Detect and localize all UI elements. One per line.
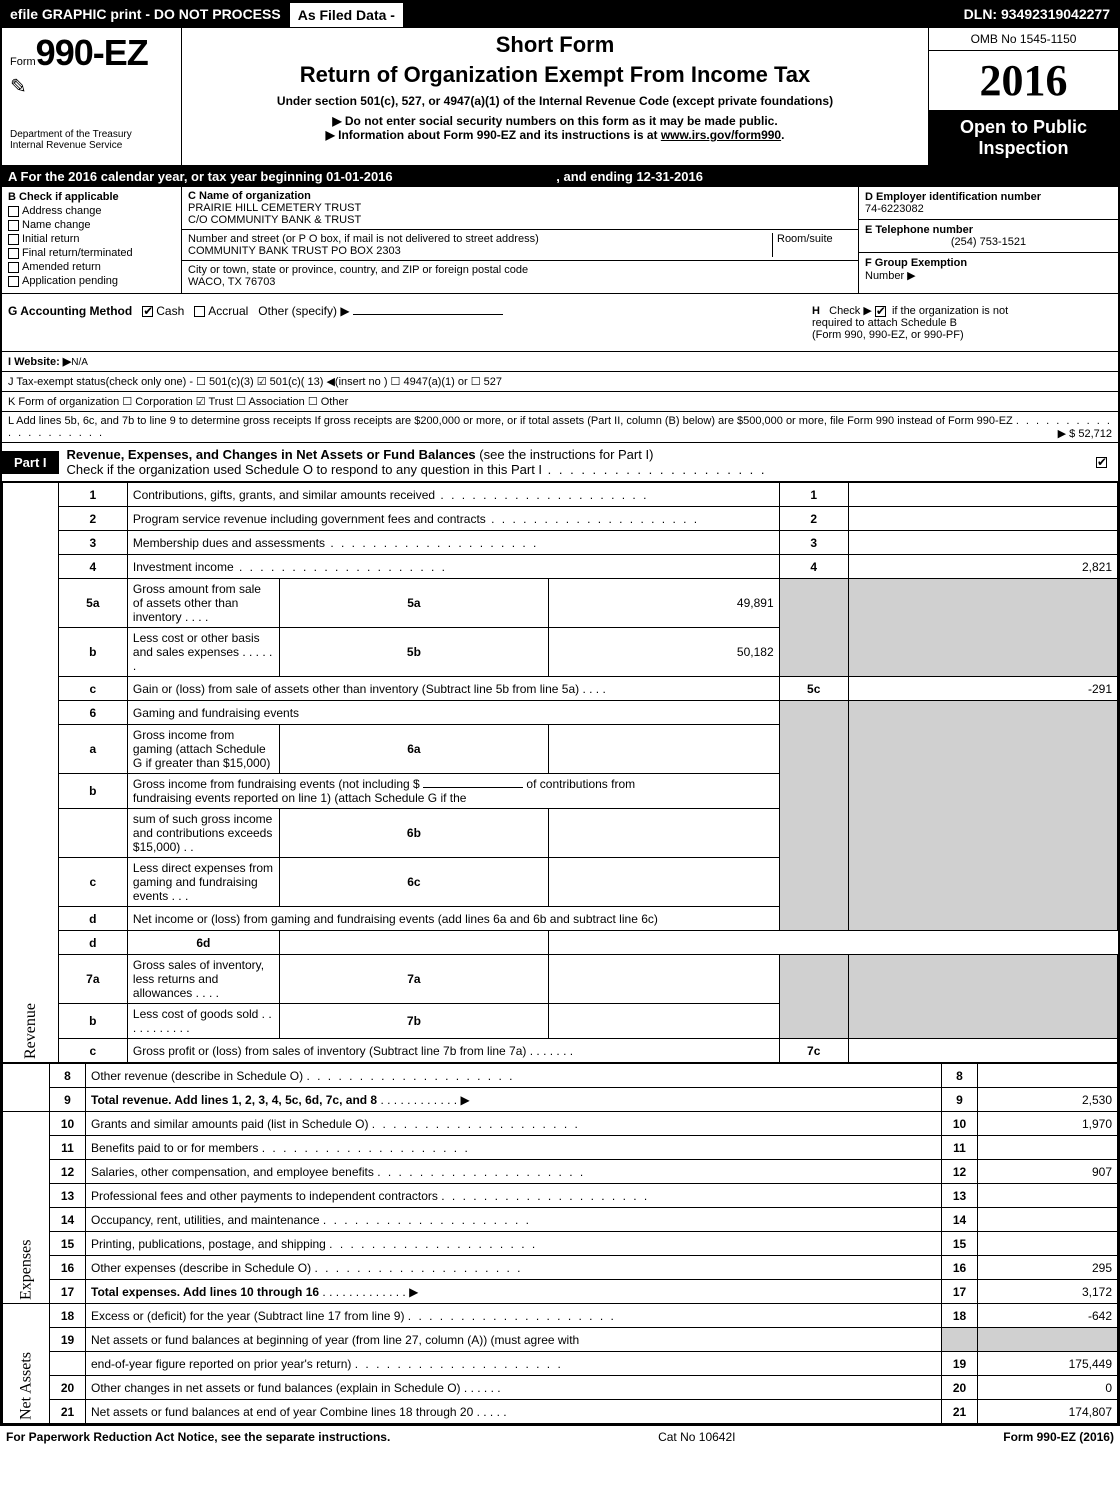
check-h[interactable] xyxy=(875,306,886,317)
check-initial-return[interactable] xyxy=(8,234,19,245)
check-cash[interactable] xyxy=(142,306,153,317)
col-def: D Employer identification number 74-6223… xyxy=(858,187,1118,293)
form-prefix: Form xyxy=(10,56,36,68)
return-title: Return of Organization Exempt From Incom… xyxy=(190,62,920,88)
row-l-amount: ▶ $ 52,712 xyxy=(1058,427,1112,440)
val-19: 175,449 xyxy=(978,1352,1118,1376)
val-5c: -291 xyxy=(848,677,1117,701)
ein-value: 74-6223082 xyxy=(865,203,924,215)
col-b: B Check if applicable Address change Nam… xyxy=(2,187,182,293)
val-17: 3,172 xyxy=(978,1280,1118,1304)
part1-check[interactable] xyxy=(1096,457,1107,468)
row-g: G Accounting Method Cash Accrual Other (… xyxy=(2,294,1118,352)
dept-irs: Internal Revenue Service xyxy=(10,140,173,151)
org-name-1: PRAIRIE HILL CEMETERY TRUST xyxy=(188,202,361,214)
open-to-public: Open to Public Inspection xyxy=(929,111,1118,165)
val-21: 174,807 xyxy=(978,1400,1118,1424)
row-i: I Website: ▶N/A xyxy=(2,352,1118,372)
efile-left: efile GRAPHIC print - DO NOT PROCESS xyxy=(2,2,289,28)
val-5b: 50,182 xyxy=(548,628,779,677)
header-right: OMB No 1545-1150 2016 Open to Public Ins… xyxy=(928,28,1118,165)
e-label: E Telephone number xyxy=(865,224,973,236)
footer-left: For Paperwork Reduction Act Notice, see … xyxy=(6,1430,390,1444)
check-final-return[interactable] xyxy=(8,248,19,259)
check-amended[interactable] xyxy=(8,262,19,273)
under-section: Under section 501(c), 527, or 4947(a)(1)… xyxy=(190,94,920,108)
footer-right: Form 990-EZ (2016) xyxy=(1003,1430,1114,1444)
form-number: 990-EZ xyxy=(36,32,148,74)
row-l: L Add lines 5b, 6c, and 7b to line 9 to … xyxy=(2,412,1118,443)
efile-dln: DLN: 93492319042277 xyxy=(956,2,1118,28)
phone-value: (254) 753-1521 xyxy=(865,236,1112,248)
dept-treasury: Department of the Treasury xyxy=(10,129,173,140)
val-4: 2,821 xyxy=(848,555,1117,579)
part1-title: Revenue, Expenses, and Changes in Net As… xyxy=(67,447,476,462)
footer-cat: Cat No 10642I xyxy=(658,1430,735,1444)
f-label: F Group Exemption xyxy=(865,257,967,269)
org-city: WACO, TX 76703 xyxy=(188,276,275,288)
org-address: COMMUNITY BANK TRUST PO BOX 2303 xyxy=(188,245,401,257)
efile-mid: As Filed Data - xyxy=(289,2,404,28)
g-label: G Accounting Method xyxy=(8,304,132,318)
side-revenue: Revenue xyxy=(3,483,59,1063)
part1-table-2: 8Other revenue (describe in Schedule O) … xyxy=(2,1063,1118,1424)
d-label: D Employer identification number xyxy=(865,191,1041,203)
city-label: City or town, state or province, country… xyxy=(188,264,528,276)
c-name-label: C Name of organization xyxy=(188,190,311,202)
val-10: 1,970 xyxy=(978,1112,1118,1136)
val-16: 295 xyxy=(978,1256,1118,1280)
row-j: J Tax-exempt status(check only one) - ☐ … xyxy=(2,372,1118,392)
side-net-assets: Net Assets xyxy=(3,1304,50,1424)
page-footer: For Paperwork Reduction Act Notice, see … xyxy=(0,1426,1120,1448)
room-suite-label: Room/suite xyxy=(772,233,852,257)
check-pending[interactable] xyxy=(8,276,19,287)
efile-bar: efile GRAPHIC print - DO NOT PROCESS As … xyxy=(2,2,1118,28)
val-12: 907 xyxy=(978,1160,1118,1184)
val-20: 0 xyxy=(978,1376,1118,1400)
part1-sub: Check if the organization used Schedule … xyxy=(67,462,543,477)
header-center: Short Form Return of Organization Exempt… xyxy=(182,28,928,165)
check-accrual[interactable] xyxy=(194,306,205,317)
omb-number: OMB No 1545-1150 xyxy=(929,28,1118,51)
part1-badge: Part I xyxy=(2,451,59,474)
form-page: efile GRAPHIC print - DO NOT PROCESS As … xyxy=(0,0,1120,1426)
row-a: A For the 2016 calendar year, or tax yea… xyxy=(2,166,1118,187)
part1-table: Revenue 1Contributions, gifts, grants, a… xyxy=(2,482,1118,1063)
info-line-2: ▶ Information about Form 990-EZ and its … xyxy=(190,128,920,142)
irs-link[interactable]: www.irs.gov/form990 xyxy=(661,128,781,142)
part1-header: Part I Revenue, Expenses, and Changes in… xyxy=(2,443,1118,482)
val-5a: 49,891 xyxy=(548,579,779,628)
col-b-title: B Check if applicable xyxy=(8,191,119,203)
short-form-title: Short Form xyxy=(190,32,920,58)
org-name-2: C/O COMMUNITY BANK & TRUST xyxy=(188,214,361,226)
website-value: N/A xyxy=(71,357,88,368)
agency-seal-icon: ✎ xyxy=(10,74,173,99)
info-line-1: ▶ Do not enter social security numbers o… xyxy=(190,114,920,128)
val-9: 2,530 xyxy=(978,1088,1118,1112)
h-label: H xyxy=(812,305,820,317)
tax-year: 2016 xyxy=(929,51,1118,111)
header: Form 990-EZ ✎ Department of the Treasury… xyxy=(2,28,1118,166)
col-c: C Name of organization PRAIRIE HILL CEME… xyxy=(182,187,858,293)
row-k: K Form of organization ☐ Corporation ☑ T… xyxy=(2,392,1118,412)
header-left: Form 990-EZ ✎ Department of the Treasury… xyxy=(2,28,182,165)
section-bc: B Check if applicable Address change Nam… xyxy=(2,187,1118,294)
check-name-change[interactable] xyxy=(8,220,19,231)
val-18: -642 xyxy=(978,1304,1118,1328)
f-label2: Number ▶ xyxy=(865,270,916,282)
addr-label: Number and street (or P O box, if mail i… xyxy=(188,233,539,245)
check-address-change[interactable] xyxy=(8,206,19,217)
side-expenses: Expenses xyxy=(3,1112,50,1304)
